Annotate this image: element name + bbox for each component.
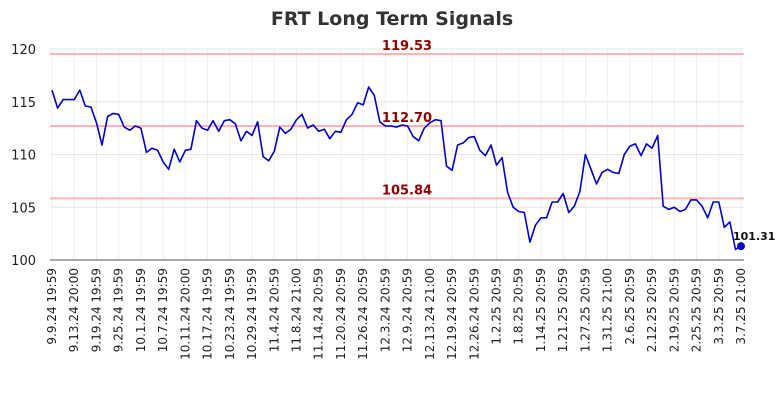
y-tick-label: 120 (11, 43, 36, 58)
x-tick-label: 12.13.24 21:00 (423, 268, 437, 360)
x-tick-label: 9.13.24 20:00 (67, 268, 81, 352)
x-tick-label: 11.4.24 20:59 (267, 268, 281, 352)
signal-levels: 119.53 112.70 105.84 (50, 39, 744, 200)
x-axis-ticks: 9.9.24 19:59 9.13.24 20:00 9.19.24 19:59 9.… (45, 268, 748, 360)
signal-level-label: 119.53 (382, 39, 432, 54)
grid (50, 48, 744, 261)
price-series: 101.31 (51, 86, 775, 251)
x-tick-label: 10.29.24 19:59 (245, 268, 259, 360)
last-price-label: 101.31 (733, 230, 775, 243)
y-tick-label: 110 (11, 149, 36, 164)
x-tick-label: 2.12.25 20:59 (645, 268, 659, 352)
x-tick-label: 9.25.24 19:59 (112, 268, 126, 352)
x-tick-label: 11.8.24 21:00 (289, 268, 303, 352)
price-line (51, 86, 742, 251)
x-tick-label: 1.21.25 20:59 (556, 268, 570, 352)
last-price-marker (737, 242, 745, 251)
x-tick-label: 10.23.24 19:59 (223, 268, 237, 360)
x-tick-label: 1.8.25 20:59 (512, 268, 526, 345)
x-tick-label: 11.26.24 20:59 (356, 268, 370, 360)
x-tick-label: 3.3.25 20:59 (712, 268, 726, 345)
x-tick-label: 3.7.25 21:00 (734, 268, 748, 345)
x-tick-label: 1.2.25 20:59 (490, 268, 504, 345)
x-tick-label: 12.3.24 20:59 (378, 268, 392, 352)
x-tick-label: 9.9.24 19:59 (45, 268, 59, 345)
x-tick-label: 12.9.24 20:59 (401, 268, 415, 352)
x-tick-label: 10.17.24 19:59 (201, 268, 215, 360)
x-tick-label: 9.19.24 19:59 (89, 268, 103, 352)
x-tick-label: 10.11.24 20:00 (178, 268, 192, 360)
signal-level-label: 112.70 (382, 111, 432, 126)
x-tick-label: 1.27.25 20:59 (578, 268, 592, 352)
x-tick-label: 12.26.24 20:59 (467, 268, 481, 360)
y-tick-label: 100 (11, 254, 36, 269)
x-tick-label: 1.31.25 21:00 (601, 268, 615, 352)
y-axis-ticks: 100 105 110 115 120 (11, 43, 36, 269)
y-tick-label: 105 (11, 201, 36, 216)
x-tick-label: 11.14.24 20:59 (312, 268, 326, 360)
x-tick-label: 12.19.24 20:59 (445, 268, 459, 360)
signal-level-label: 105.84 (382, 183, 432, 198)
x-tick-label: 10.7.24 19:59 (156, 268, 170, 352)
y-tick-label: 115 (11, 96, 36, 111)
x-tick-label: 1.14.25 20:59 (534, 268, 548, 352)
chart-title: FRT Long Term Signals (271, 8, 513, 30)
x-tick-label: 2.25.25 20:59 (690, 268, 704, 352)
x-tick-label: 11.20.24 20:59 (334, 268, 348, 360)
x-tick-label: 10.1.24 19:59 (134, 268, 148, 352)
x-tick-label: 2.6.25 20:59 (623, 268, 637, 345)
x-tick-label: 2.19.25 20:59 (667, 268, 681, 352)
